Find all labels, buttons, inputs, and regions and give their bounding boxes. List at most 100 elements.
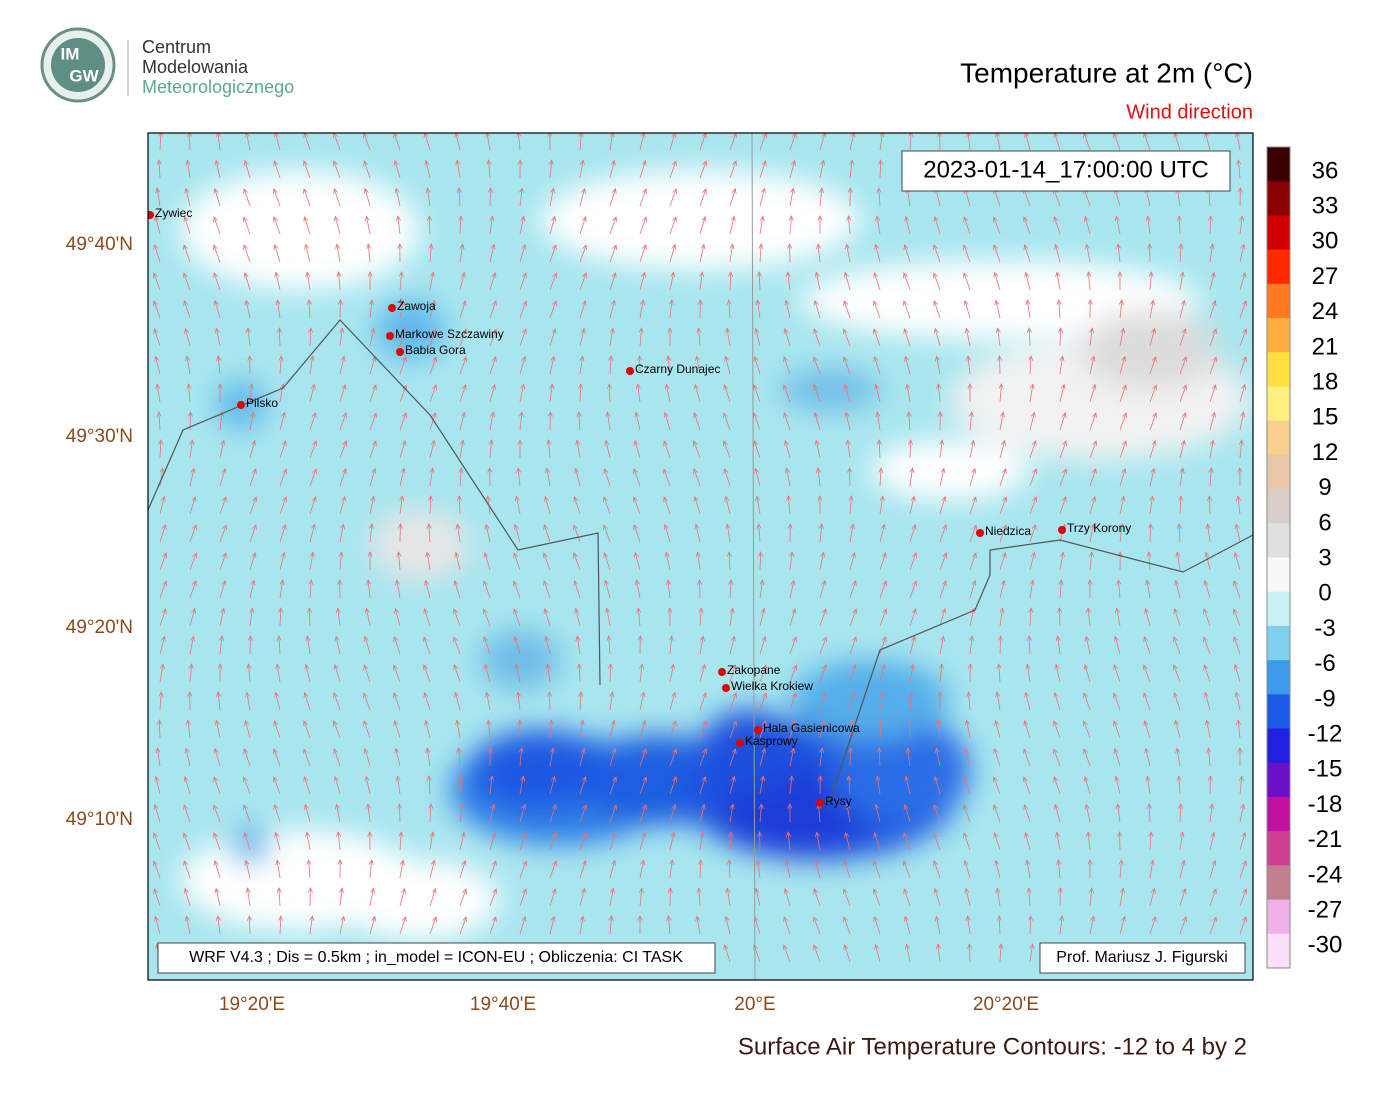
colorbar-tick-label: 33 [1312, 193, 1339, 220]
wind-arrow [786, 495, 792, 515]
wind-arrow [999, 551, 1007, 571]
wind-arrow [1115, 803, 1121, 823]
wind-arrow [579, 244, 588, 263]
wind-arrow [903, 888, 911, 907]
wind-arrow [429, 384, 437, 403]
wind-arrow [962, 804, 971, 823]
wind-arrow [182, 272, 191, 291]
wind-arrow [759, 720, 767, 739]
wind-arrow [902, 860, 911, 879]
wind-arrow [244, 859, 251, 879]
wind-arrow [1179, 327, 1187, 347]
wind-arrow [1148, 271, 1154, 291]
wind-arrow [1116, 579, 1122, 599]
wind-arrow [999, 468, 1007, 487]
wind-arrow [1085, 607, 1091, 627]
wind-arrow [399, 327, 407, 347]
wind-arrow [847, 467, 853, 487]
wind-arrow [969, 579, 977, 599]
wind-arrow [516, 133, 522, 151]
wind-arrow [1057, 887, 1063, 907]
wind-arrow [993, 244, 1001, 263]
wind-arrow [549, 383, 555, 403]
wind-arrow [155, 383, 161, 403]
wind-arrow [1149, 859, 1155, 879]
wind-arrow [755, 859, 761, 879]
wind-arrow [423, 664, 431, 683]
wind-arrow [215, 915, 221, 935]
colorbar-tick-label: 21 [1312, 333, 1339, 360]
wind-arrow [244, 299, 251, 319]
wind-arrow [245, 691, 251, 711]
wind-arrow [579, 355, 585, 375]
wind-arrow [1149, 384, 1158, 403]
wind-arrow [818, 187, 824, 207]
colorbar-tick-label: -12 [1308, 721, 1343, 748]
wind-arrow [1113, 635, 1121, 655]
wind-arrow [543, 607, 551, 627]
colorbar-tick-label: 6 [1318, 509, 1331, 536]
wind-arrow [1118, 859, 1124, 879]
wind-arrow [843, 888, 851, 907]
wind-arrow [1233, 636, 1241, 655]
wind-arrow [249, 551, 257, 571]
wind-arrow [637, 635, 643, 655]
wind-arrow [216, 691, 222, 711]
wind-arrow [339, 523, 346, 543]
wind-arrow [1026, 887, 1032, 907]
colorbar-swatch [1267, 831, 1290, 866]
wind-arrow [369, 495, 376, 515]
wind-arrow [489, 383, 497, 403]
wind-arrow [1209, 411, 1216, 431]
temperature-area [470, 730, 610, 810]
wind-arrow [156, 719, 162, 739]
wind-arrow [842, 328, 851, 347]
wind-arrow [1024, 271, 1031, 291]
wind-arrow [575, 439, 581, 459]
wind-arrow [517, 159, 523, 179]
wind-arrow [782, 384, 791, 403]
wind-arrow [1058, 579, 1064, 599]
wind-arrow [816, 243, 821, 263]
wind-arrow [1053, 691, 1061, 711]
wind-arrow [669, 859, 675, 879]
wind-arrow [697, 299, 703, 319]
wind-arrow [519, 215, 526, 235]
wind-arrow [963, 216, 971, 235]
colorbar-swatch [1267, 181, 1290, 216]
wind-arrow [334, 803, 341, 823]
wind-arrow [963, 832, 971, 851]
wind-arrow [1029, 523, 1037, 543]
wind-arrow [1089, 355, 1096, 375]
wind-arrow [159, 580, 167, 599]
wind-arrow [608, 355, 614, 375]
wind-arrow [1149, 327, 1156, 347]
wind-arrow [243, 159, 251, 179]
wind-arrow [335, 243, 341, 263]
wind-arrow [428, 243, 434, 263]
wind-arrow [933, 887, 941, 907]
wind-arrow [1233, 580, 1241, 599]
footer-right: Prof. Mariusz J. Figurski [1056, 949, 1228, 966]
wind-arrow [213, 776, 221, 795]
wind-arrow [849, 523, 855, 543]
wind-arrow [369, 887, 376, 907]
wind-arrow [609, 776, 617, 795]
colorbar-tick-label: 0 [1318, 580, 1331, 607]
place-label: Trzy Korony [1067, 521, 1131, 535]
wind-arrow [1119, 327, 1126, 347]
wind-arrow [1149, 887, 1156, 907]
wind-arrow [936, 383, 942, 403]
wind-arrow [153, 300, 161, 319]
wind-arrow [364, 215, 371, 235]
wind-arrow [878, 159, 884, 179]
wind-arrow [996, 663, 1002, 683]
wind-arrow [428, 803, 434, 823]
wind-arrow [369, 440, 377, 459]
temperature-area [370, 510, 470, 580]
wind-arrow [697, 579, 703, 599]
wind-arrow [516, 467, 522, 487]
wind-arrow [1145, 215, 1151, 235]
wind-arrow [639, 859, 646, 879]
wind-arrow [699, 663, 706, 683]
